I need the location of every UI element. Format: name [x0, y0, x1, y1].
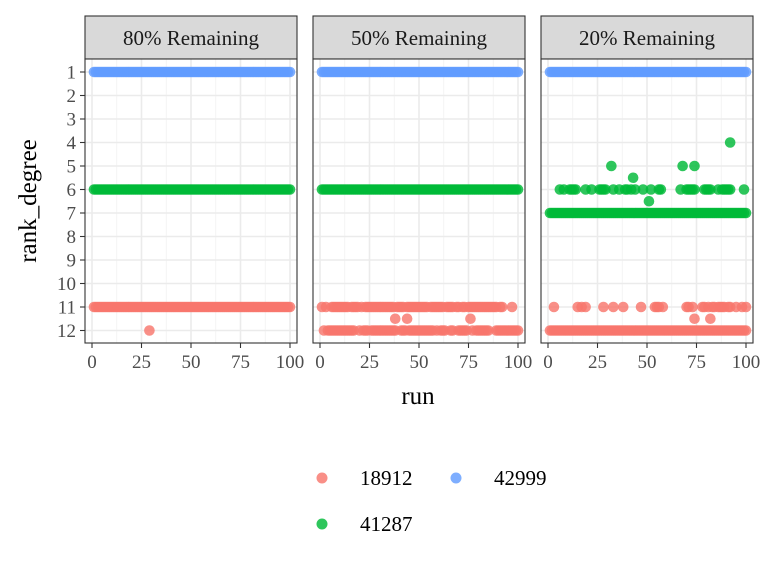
data-point-18912 [284, 301, 296, 313]
legend-label: 41287 [360, 512, 413, 536]
y-tick-label: 1 [67, 63, 77, 84]
data-point-18912 [657, 301, 669, 313]
data-point-42999 [740, 66, 752, 78]
legend: 18912 42999 41287 [316, 466, 547, 536]
x-axis-title: run [401, 383, 435, 410]
legend-key [316, 518, 328, 530]
legend-label: 42999 [494, 466, 547, 490]
data-point-41287 [600, 184, 611, 195]
data-point-18912 [506, 301, 518, 313]
x-tick-label: 100 [504, 352, 533, 373]
data-point-41287 [740, 207, 752, 219]
data-point-41287 [643, 195, 655, 207]
data-point-41287 [606, 160, 617, 172]
data-point-18912 [617, 301, 629, 313]
y-axis-title: rank_degree [15, 139, 42, 263]
y-tick-label: 8 [67, 227, 77, 248]
x-tick-label: 0 [543, 352, 553, 373]
data-point-18912 [512, 325, 524, 336]
x-tick-label: 50 [410, 352, 429, 373]
legend-key [316, 472, 328, 484]
point-layer [88, 66, 296, 336]
data-point-41287 [655, 184, 667, 195]
data-point-18912 [687, 301, 698, 313]
data-point-41287 [645, 184, 657, 195]
data-point-41287 [637, 184, 649, 195]
x-tick-label: 50 [638, 352, 657, 373]
data-point-18912 [580, 301, 591, 313]
facet-panel: 20% Remaining 0 25 50 75 100 [540, 15, 761, 373]
x-tick-label: 25 [588, 352, 607, 373]
x-tick-label: 75 [231, 352, 250, 373]
x-tick-label: 75 [687, 352, 706, 373]
data-point-18912 [740, 325, 752, 336]
y-tick-label: 2 [67, 86, 77, 107]
data-point-41287 [627, 172, 639, 184]
y-tick-label: 9 [67, 251, 77, 272]
y-tick-label: 11 [58, 298, 76, 319]
x-tick-label: 0 [315, 352, 325, 373]
data-point-41287 [738, 184, 750, 195]
point-layer [316, 66, 524, 336]
data-point-18912 [705, 313, 716, 325]
data-point-18912 [740, 301, 752, 313]
data-point-41287 [284, 184, 296, 195]
facet-title: 50% Remaining [351, 26, 487, 50]
x-tick-label: 25 [132, 352, 151, 373]
facet-panel: 80% Remaining 0 25 50 75 100 [84, 15, 305, 373]
data-point-41287 [586, 184, 597, 195]
x-tick-label: 100 [276, 352, 305, 373]
y-tick-label: 5 [67, 157, 77, 178]
facet-strip [540, 15, 754, 60]
point-layer [544, 66, 752, 336]
data-point-41287 [724, 184, 736, 195]
data-point-18912 [401, 313, 413, 325]
data-point-18912 [483, 325, 494, 336]
y-tick-label: 7 [67, 204, 77, 225]
data-point-41287 [689, 184, 700, 195]
data-point-41287 [512, 184, 524, 195]
y-tick-label: 12 [57, 321, 76, 342]
legend-label: 18912 [360, 466, 413, 490]
facet-title: 20% Remaining [579, 26, 715, 50]
legend-key [450, 472, 462, 484]
legend-item-18912: 18912 [316, 466, 413, 490]
facet-title: 80% Remaining [123, 26, 259, 50]
legend-item-41287: 41287 [316, 512, 413, 536]
facet-panel: 50% Remaining 0 25 50 75 100 [312, 15, 533, 373]
data-point-18912 [548, 301, 560, 313]
data-point-18912 [465, 313, 476, 325]
data-point-41287 [689, 160, 700, 172]
data-point-41287 [724, 137, 736, 148]
data-point-42999 [512, 66, 524, 78]
y-tick-label: 3 [67, 110, 77, 131]
data-point-41287 [677, 160, 688, 172]
data-point-41287 [570, 184, 582, 195]
data-point-18912 [689, 313, 700, 325]
data-point-18912 [144, 325, 155, 336]
data-point-18912 [389, 313, 401, 325]
x-tick-label: 50 [182, 352, 201, 373]
data-point-18912 [598, 301, 609, 313]
y-tick-label: 4 [67, 133, 77, 154]
data-point-41287 [705, 184, 716, 195]
data-point-18912 [608, 301, 619, 313]
facet-strip [312, 15, 526, 60]
x-tick-label: 75 [459, 352, 478, 373]
data-point-18912 [635, 301, 647, 313]
y-tick-label: 6 [67, 180, 77, 201]
facet-strip [84, 15, 298, 60]
y-tick-label: 10 [57, 274, 76, 295]
x-tick-label: 0 [87, 352, 97, 373]
data-point-41287 [629, 184, 641, 195]
legend-item-42999: 42999 [450, 466, 547, 490]
x-tick-label: 25 [360, 352, 379, 373]
x-tick-label: 100 [732, 352, 761, 373]
data-point-18912 [496, 301, 508, 313]
data-point-42999 [284, 66, 296, 78]
